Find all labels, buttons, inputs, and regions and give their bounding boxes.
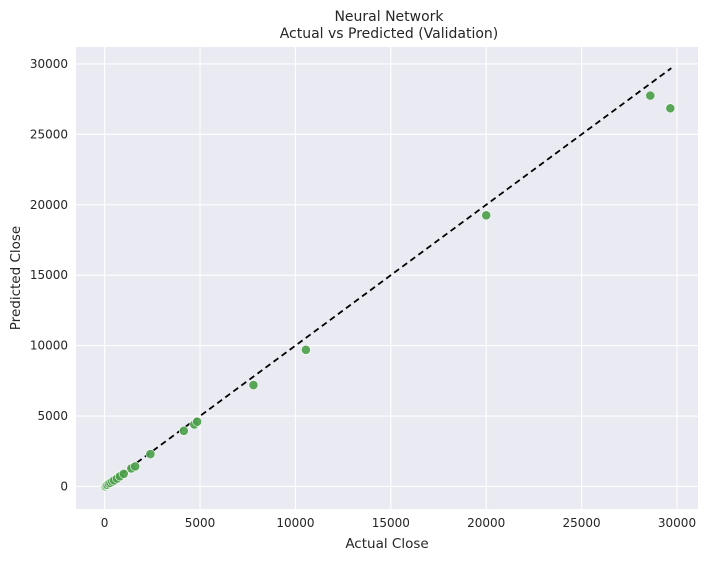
data-point: [301, 344, 311, 355]
y-ticks: 0 5000 10000 15000 20000 25000 30000: [30, 57, 68, 494]
data-point: [248, 380, 259, 390]
data-points: [99, 90, 676, 492]
x-tick-label: 5000: [185, 516, 216, 530]
x-tick-label: 15000: [372, 516, 410, 530]
x-axis-label: Actual Close: [345, 536, 428, 552]
x-tick-label: 25000: [563, 516, 601, 530]
y-tick-label: 0: [60, 479, 68, 493]
data-point: [481, 210, 492, 221]
chart-subtitle: Actual vs Predicted (Validation): [280, 26, 499, 42]
y-tick-label: 20000: [30, 198, 68, 212]
y-axis-label: Predicted Close: [8, 226, 24, 330]
y-tick-label: 30000: [30, 57, 68, 71]
data-point: [192, 416, 203, 427]
x-ticks: 0 5000 10000 15000 20000 25000 30000: [101, 516, 696, 530]
x-tick-label: 10000: [276, 516, 314, 530]
data-point: [645, 90, 656, 101]
x-tick-label: 20000: [467, 516, 505, 530]
data-point: [665, 103, 676, 114]
chart-title: Neural Network: [334, 9, 444, 25]
y-tick-label: 25000: [30, 127, 68, 141]
y-tick-label: 10000: [30, 339, 68, 353]
data-point: [178, 425, 189, 436]
data-point: [145, 449, 156, 459]
data-point: [118, 468, 129, 479]
reference-line-path: [104, 67, 672, 488]
x-tick-label: 0: [101, 516, 109, 530]
reference-line: [104, 67, 672, 488]
grid: [76, 47, 698, 509]
y-tick-label: 15000: [30, 268, 68, 282]
x-tick-label: 30000: [658, 516, 696, 530]
y-tick-label: 5000: [37, 409, 68, 423]
data-point: [130, 461, 141, 472]
